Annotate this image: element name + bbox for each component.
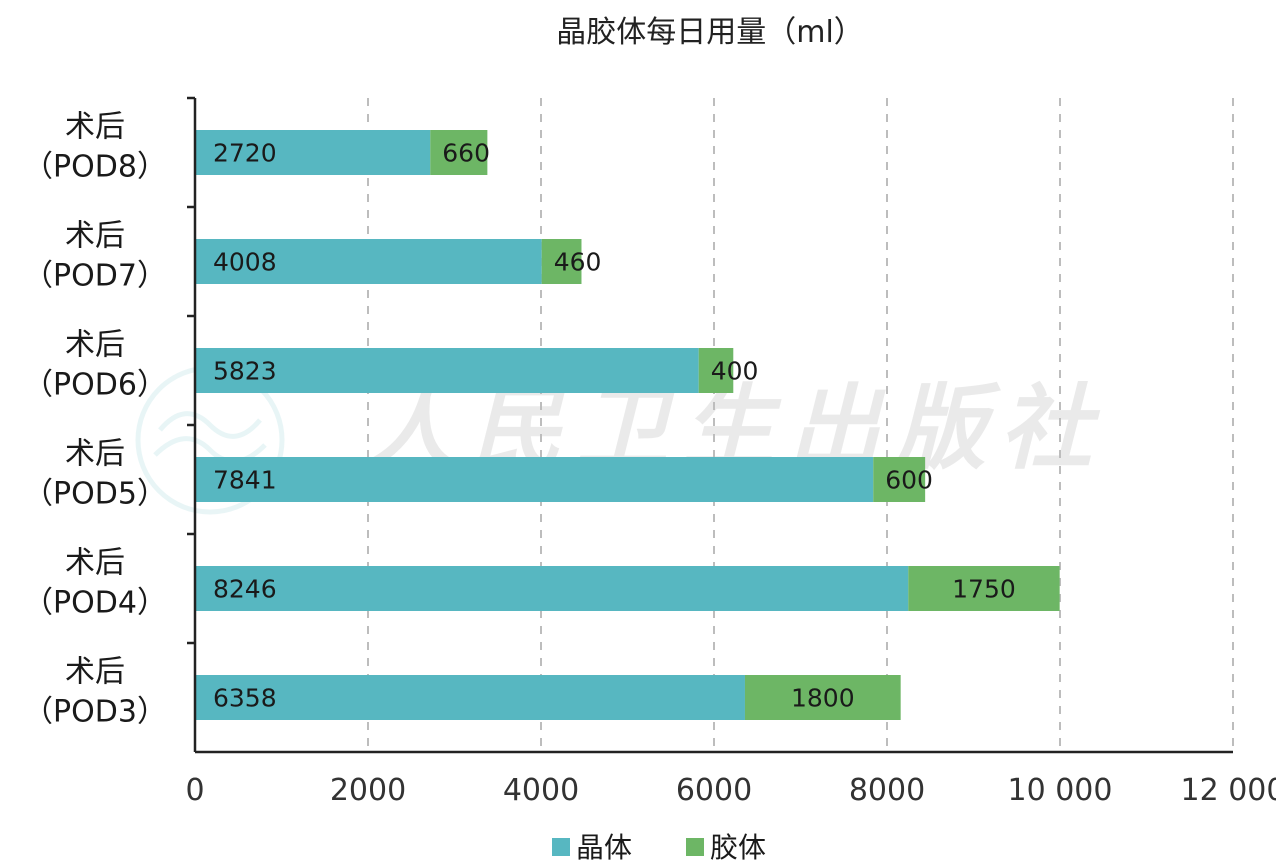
x-tick-label: 4000 [503, 773, 579, 808]
bar-segment [873, 457, 926, 502]
legend: 晶体 胶体 [552, 831, 766, 864]
bar-segment [195, 130, 431, 175]
bar-segment [195, 239, 542, 284]
chart-title: 晶胶体每日用量（ml） [556, 15, 864, 50]
bar-value-label: 4008 [213, 248, 277, 277]
x-tick-label: 6000 [676, 773, 752, 808]
legend-label: 胶体 [710, 831, 766, 864]
x-tick-label: 12 000 [1181, 773, 1276, 808]
bar-value-label: 8246 [213, 575, 277, 604]
category-label: 术后（POD7） [23, 219, 167, 294]
x-tick-labels: 0 2000 4000 6000 8000 10 000 12 000 [185, 773, 1276, 808]
bar-segment [195, 348, 699, 393]
bar-value-label: 400 [711, 357, 759, 386]
bar-segment [698, 348, 734, 393]
bar-value-label: 6358 [213, 684, 277, 713]
grid-lines [367, 98, 1234, 752]
category-label: 术后（POD8） [23, 110, 167, 185]
bar-value-label: 660 [442, 139, 490, 168]
y-axis-ticks [187, 96, 195, 645]
bars [195, 130, 1060, 720]
bar-value-label: 1750 [952, 575, 1016, 604]
category-label: 术后（POD5） [23, 437, 167, 512]
bar-segment [195, 566, 909, 611]
bar-value-label: 600 [885, 466, 933, 495]
bar-segment [430, 130, 488, 175]
bar-segment [195, 675, 745, 720]
bar-value-label: 5823 [213, 357, 277, 386]
bar-value-label: 2720 [213, 139, 277, 168]
category-label: 术后（POD3） [23, 655, 167, 730]
legend-label: 晶体 [576, 831, 632, 864]
bar-value-label: 1800 [791, 684, 855, 713]
bar-labels: 6358 1800 8246 1750 7841 600 5823 400 4008 460 272… [213, 139, 1016, 713]
legend-swatch [552, 838, 570, 856]
category-label: 术后（POD4） [23, 546, 167, 621]
bar-segment [195, 457, 874, 502]
category-labels: 术后（POD3） 术后（POD4） 术后（POD5） 术后（POD6） 术后（POD7）… [23, 110, 167, 730]
legend-swatch [686, 838, 704, 856]
x-tick-label: 8000 [849, 773, 925, 808]
bar-segment [744, 675, 901, 720]
x-tick-label: 0 [185, 773, 204, 808]
bar-value-label: 7841 [213, 466, 277, 495]
bar-value-label: 460 [554, 248, 602, 277]
bar-segment [908, 566, 1060, 611]
category-label: 术后（POD6） [23, 328, 167, 403]
bar-segment [541, 239, 582, 284]
x-tick-label: 2000 [330, 773, 406, 808]
x-tick-label: 10 000 [1008, 773, 1113, 808]
